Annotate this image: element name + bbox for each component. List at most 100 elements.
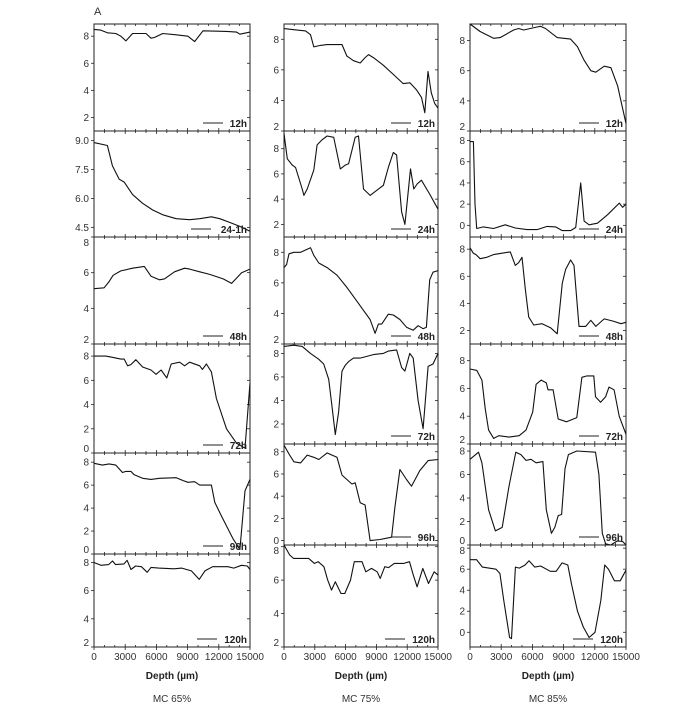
legend-label: 24h [418,225,435,236]
x-tick-label: 6000 [334,652,357,663]
panel-12h: 2 4 6 8 12h [273,23,439,133]
y-tick-label: 2 [83,638,89,649]
y-tick-label: 2 [273,420,279,431]
y-tick-label: 6 [273,576,279,587]
y-tick-label: 8 [459,546,465,557]
y-tick-label: 0 [459,536,465,547]
x-tick-label: 9000 [365,652,388,663]
y-tick-label: 6 [273,169,279,180]
panel-72h: 2 4 6 8 72h [273,343,439,445]
legend-label: 72h [230,441,247,452]
y-tick-label: 6 [83,268,89,279]
x-tick-label: 6000 [521,652,544,663]
y-tick-label: 4.5 [75,223,89,234]
y-tick-label: 4 [459,299,465,310]
y-tick-label: 6.0 [75,194,89,205]
panel-12h: 2 4 6 8 12h [83,23,251,132]
data-line [469,247,627,335]
y-tick-label: 4 [273,396,279,407]
y-tick-label: 8 [83,458,89,469]
y-tick-label: 6 [273,65,279,76]
y-tick-label: 8 [83,352,89,363]
x-axis-label: Depth (µm) [146,671,198,682]
y-tick-label: 8 [459,136,465,147]
x-tick-label: 15000 [424,652,452,663]
x-tick-label: 15000 [612,652,640,663]
panel-frame [283,23,439,132]
data-line [470,559,627,640]
y-tick-label: 4 [273,609,279,620]
y-tick-label: 4 [83,614,89,625]
y-tick-label: 4 [459,586,465,597]
x-tick-label: 3000 [304,652,327,663]
x-tick-label: 6000 [145,652,168,663]
data-line [469,23,627,124]
y-tick-label: 2 [83,113,89,124]
panel-frame [93,343,251,454]
data-line [93,28,251,43]
data-line [283,133,439,225]
data-line [283,28,439,114]
data-line [283,444,439,542]
y-tick-label: 6 [83,586,89,597]
panel-frame [93,452,251,555]
y-tick-label: 6 [459,565,465,576]
y-tick-label: 8 [83,558,89,569]
x-tick-label: 12000 [393,652,421,663]
y-tick-label: 6 [459,272,465,283]
legend-label: 72h [606,432,623,443]
legend-label: 96h [230,542,247,553]
y-tick-label: 0 [273,536,279,547]
legend-label: 12h [230,119,247,130]
legend-label: 96h [418,533,435,544]
data-line [469,450,627,546]
y-tick-label: 6 [459,66,465,77]
panel-frame [469,236,627,345]
panel-frame [469,343,627,445]
y-tick-label: 4 [459,494,465,505]
data-line [93,462,251,550]
x-tick-label: 15000 [236,652,264,663]
panel-frame [93,23,251,132]
legend-label: 24h [606,225,623,236]
x-axis-label: Depth (µm) [335,671,387,682]
column-1: 246812h4.56.07.59.024-1h246848h0246872h0… [75,23,264,705]
panel-48h: 2 4 6 8 48h [83,236,251,346]
y-tick-label: 9.0 [75,136,89,147]
y-tick-label: 8 [273,144,279,155]
y-tick-label: 6 [83,59,89,70]
y-tick-label: 4 [83,304,89,315]
x-tick-label: 12000 [205,652,233,663]
panel-96h: 0 2 4 6 8 96h [459,443,627,547]
data-line [283,344,439,436]
data-line [283,544,439,595]
x-tick-label: 3000 [114,652,137,663]
panel-120h: 2 4 6 8 120h [83,553,251,649]
legend-label: 48h [230,332,247,343]
legend-label: 48h [418,332,435,343]
panel-frame [283,343,439,445]
panel-24h: 2 4 6 8 24h [273,130,439,238]
panel-120h: 2 4 6 8 120h [273,544,439,649]
y-tick-label: 2 [459,517,465,528]
y-tick-label: 0 [83,545,89,556]
column-2: 246812h246824h246848h246872h0246896h2468… [273,23,452,705]
panel-24h: 0 2 4 6 8 24h [459,130,627,238]
y-tick-label: 4 [83,86,89,97]
y-tick-label: 0 [83,444,89,455]
panel-72h: 2 4 6 8 72h [459,343,627,446]
panel-12h: 2 4 6 8 12h [459,23,627,133]
panel-frame [93,236,251,345]
panel-frame [469,23,627,132]
column-title: MC 65% [153,694,191,705]
y-tick-label: 2 [273,220,279,231]
y-tick-label: 0 [459,221,465,232]
x-axis-label: Depth (µm) [522,671,574,682]
y-tick-label: 8 [273,248,279,259]
y-tick-label: 2 [459,435,465,446]
panel-frame [283,544,439,648]
panel-48h: 2 4 6 8 48h [459,236,627,345]
y-tick-label: 4 [273,195,279,206]
y-tick-label: 6 [459,384,465,395]
